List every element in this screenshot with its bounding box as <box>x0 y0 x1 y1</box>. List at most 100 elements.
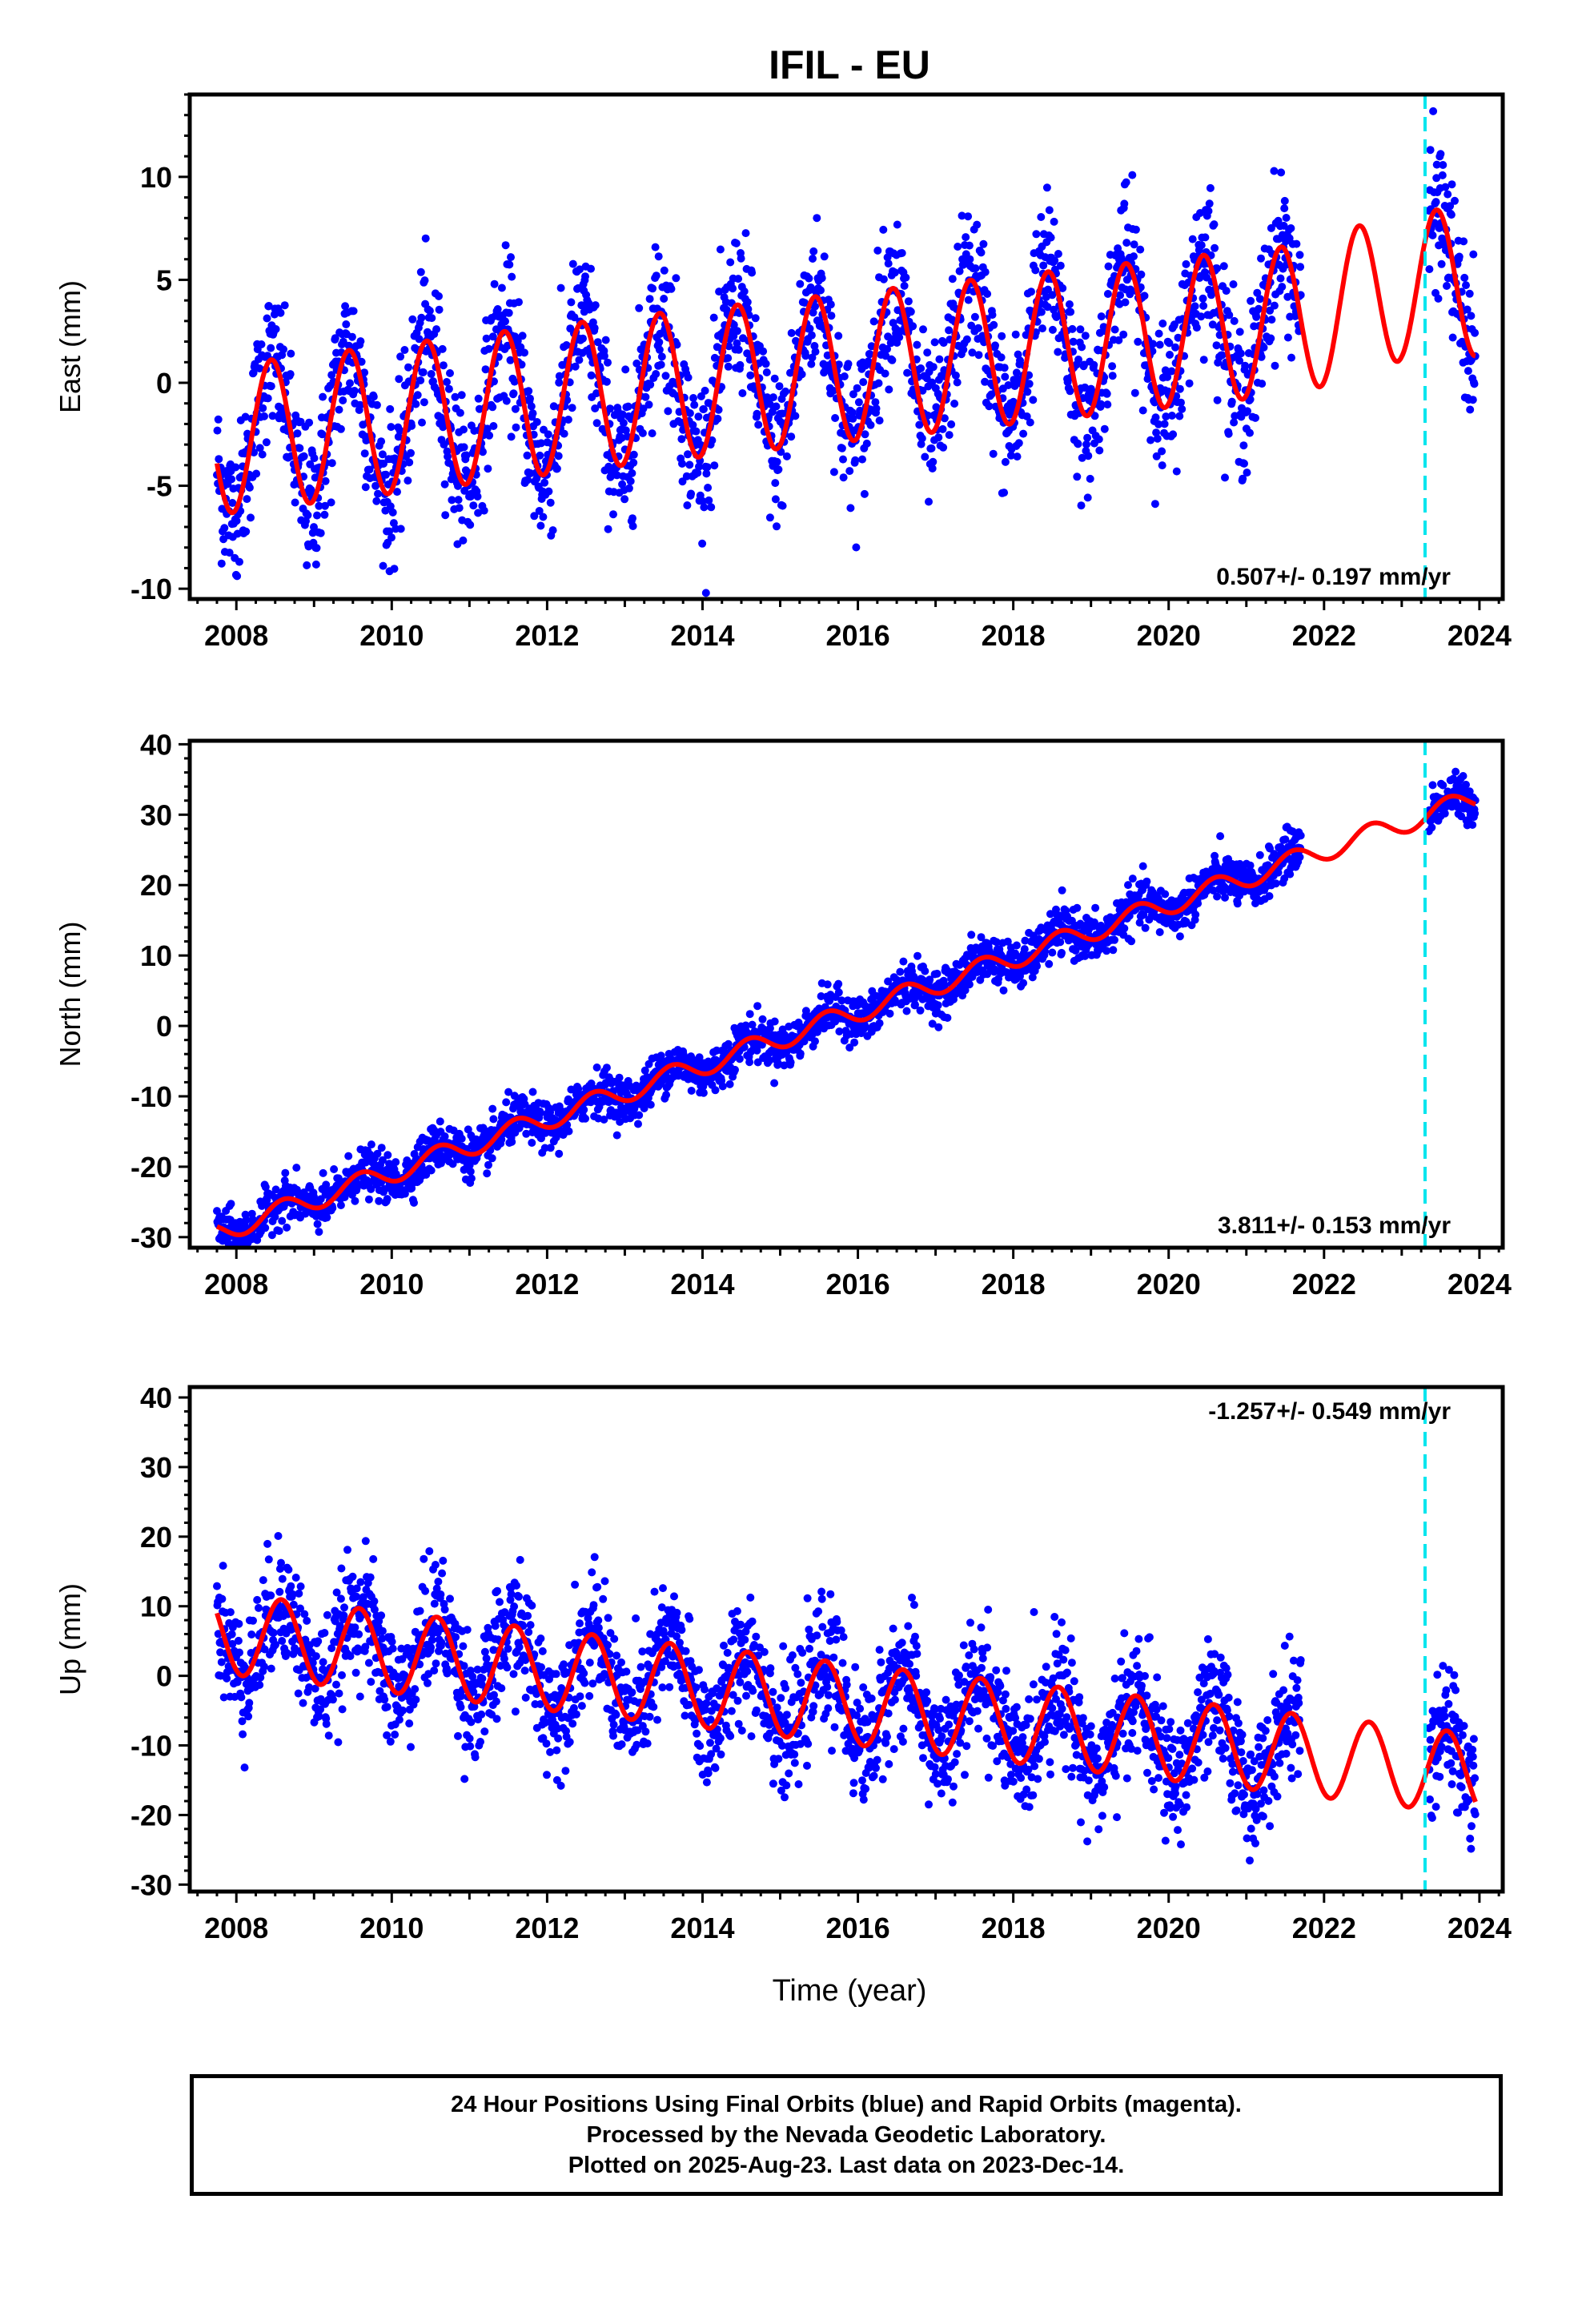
data-point <box>771 479 780 488</box>
data-point <box>884 977 893 986</box>
data-point <box>1197 241 1206 250</box>
data-point <box>1044 285 1052 294</box>
data-point <box>683 501 692 509</box>
data-point <box>1155 340 1164 349</box>
data-point <box>1162 412 1170 421</box>
data-point <box>1084 452 1093 460</box>
data-point <box>579 334 587 343</box>
data-point <box>257 340 266 348</box>
data-point <box>508 272 516 281</box>
data-point <box>1134 337 1142 346</box>
data-point <box>1023 388 1032 396</box>
data-point <box>629 458 638 467</box>
data-point <box>1246 395 1255 404</box>
data-point <box>310 454 319 463</box>
data-point <box>1138 406 1147 415</box>
data-point <box>444 384 453 393</box>
data-point <box>981 267 990 276</box>
data-point <box>510 377 519 386</box>
data-point <box>1235 328 1244 336</box>
data-point <box>839 473 848 482</box>
data-point <box>769 393 777 402</box>
data-point <box>609 510 617 519</box>
data-point <box>1066 387 1074 396</box>
data-point <box>400 346 409 354</box>
data-point <box>482 334 491 343</box>
data-point <box>1004 381 1013 389</box>
data-point <box>1001 372 1010 381</box>
data-point <box>837 444 846 452</box>
data-point <box>287 349 295 358</box>
data-point <box>854 398 863 407</box>
data-point <box>618 410 627 419</box>
data-point <box>1199 294 1207 303</box>
data-point <box>1227 397 1236 406</box>
data-point <box>710 461 719 470</box>
data-point <box>917 364 926 372</box>
data-point <box>408 315 417 324</box>
data-point <box>990 965 999 974</box>
data-point <box>664 407 673 416</box>
data-point <box>967 931 976 939</box>
data-point <box>725 342 733 351</box>
data-point <box>443 378 451 386</box>
data-point <box>562 341 571 349</box>
data-point <box>997 353 1006 362</box>
data-point <box>1081 383 1090 392</box>
data-point <box>271 1212 279 1221</box>
data-point <box>484 1160 492 1169</box>
data-point <box>242 1216 251 1224</box>
data-point <box>913 340 921 349</box>
data-point <box>612 471 621 480</box>
data-point <box>744 305 753 313</box>
data-point <box>1210 220 1219 229</box>
data-point <box>604 358 612 367</box>
data-point <box>1074 440 1082 448</box>
data-point <box>621 426 630 435</box>
data-point <box>446 369 454 377</box>
data-point <box>1131 225 1140 234</box>
data-point <box>834 332 843 340</box>
data-point <box>787 432 796 441</box>
data-point <box>528 409 537 418</box>
data-point <box>1428 781 1437 790</box>
data-point <box>252 469 261 478</box>
data-point <box>1058 283 1067 292</box>
data-point <box>835 1027 844 1035</box>
data-point <box>427 370 436 378</box>
data-point <box>915 420 924 429</box>
data-point <box>896 967 905 976</box>
data-point <box>1102 389 1111 398</box>
x-tick-label: 2022 <box>1292 619 1356 652</box>
data-point <box>1208 320 1217 329</box>
data-point <box>685 409 694 417</box>
data-point <box>367 1184 375 1193</box>
data-point <box>955 267 964 275</box>
data-point <box>1175 412 1184 420</box>
data-point <box>1204 207 1213 215</box>
data-point <box>844 360 853 368</box>
data-point <box>387 533 396 542</box>
data-point <box>435 292 443 300</box>
data-point <box>283 1223 291 1232</box>
data-point <box>667 284 676 293</box>
data-point <box>716 245 725 254</box>
data-point <box>1022 412 1031 420</box>
data-point <box>457 391 466 400</box>
x-tick-label: 2010 <box>359 619 424 652</box>
data-point <box>1069 337 1078 346</box>
data-point <box>1287 353 1295 362</box>
data-point <box>977 933 986 942</box>
data-point <box>1185 379 1194 388</box>
y-tick-label: 0 <box>156 367 172 400</box>
data-point <box>1213 264 1222 273</box>
data-point <box>1175 932 1184 941</box>
data-point <box>731 1065 739 1074</box>
data-point <box>741 1021 750 1030</box>
model-curve <box>215 207 1476 516</box>
data-point <box>372 400 381 409</box>
data-point <box>1026 418 1034 427</box>
data-point <box>635 1111 644 1120</box>
data-point <box>948 275 957 283</box>
x-tick-label: 2016 <box>826 619 890 652</box>
